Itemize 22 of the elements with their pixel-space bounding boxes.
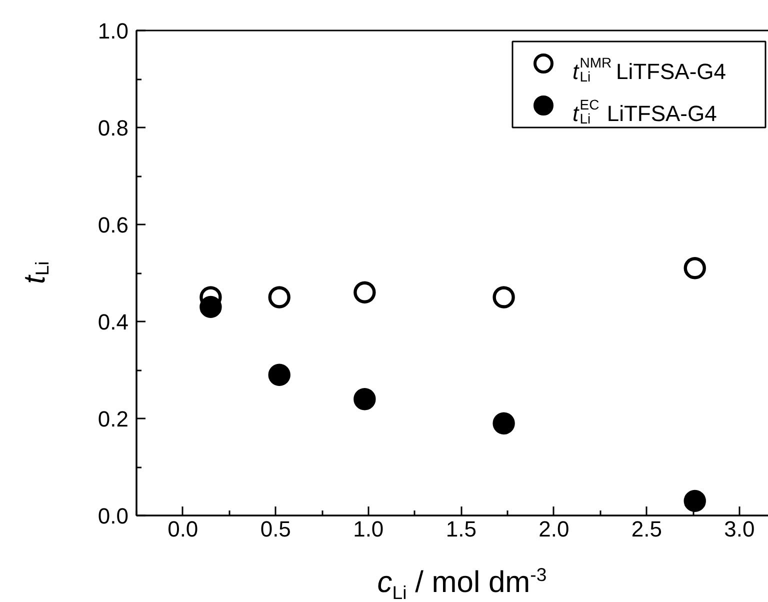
point bbox=[268, 286, 290, 308]
y-tick-label: 0.2 bbox=[98, 406, 129, 432]
x-tick-label: 0.0 bbox=[168, 516, 198, 542]
x-tick-label: 1.0 bbox=[353, 516, 384, 542]
y-tick-label: 1.0 bbox=[98, 18, 129, 44]
point bbox=[200, 296, 222, 318]
point bbox=[684, 257, 706, 280]
point bbox=[354, 388, 376, 410]
point bbox=[268, 364, 290, 386]
x-tick-label: 1.5 bbox=[446, 516, 476, 542]
x-axis-title: c$_{Li}$ / mol dm$^{-3}$ bbox=[377, 563, 547, 602]
x-tick-label: 0.5 bbox=[260, 516, 291, 542]
x-tick-label: 3.0 bbox=[724, 516, 755, 542]
y-tick-label: 0.4 bbox=[98, 310, 129, 334]
y-tick-label: 0.6 bbox=[98, 212, 129, 238]
y-tick-label: 0.8 bbox=[98, 116, 129, 140]
x-tick-label: 2.5 bbox=[631, 516, 662, 542]
point bbox=[492, 412, 515, 434]
x-tick-label: 2.0 bbox=[538, 516, 570, 542]
point bbox=[354, 281, 376, 304]
point bbox=[492, 286, 515, 308]
point bbox=[684, 490, 706, 512]
